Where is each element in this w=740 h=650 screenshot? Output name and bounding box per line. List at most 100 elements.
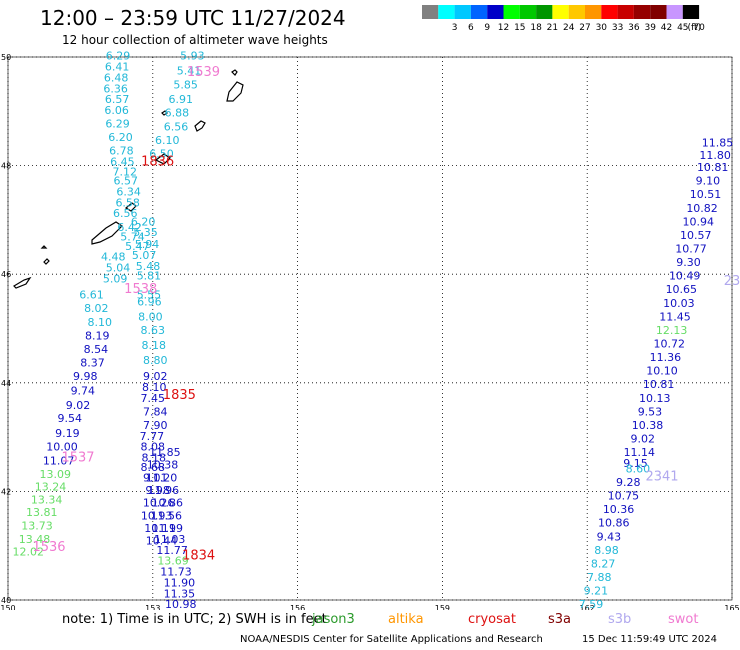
wave-height-value: 11.07 (43, 454, 75, 467)
coastline (161, 110, 168, 116)
legend-swatch (568, 5, 585, 19)
legend-label: 18 (530, 23, 542, 33)
pass-time-label: 1835 (163, 388, 196, 403)
wave-height-value: 10.81 (697, 161, 729, 174)
wave-height-value: 8.10 (142, 381, 167, 394)
wave-height-value: 5.93 (180, 50, 205, 63)
legend-label: 24 (563, 23, 575, 33)
wave-height-value: 7.88 (587, 571, 612, 584)
wave-height-value: 10.44 (146, 535, 178, 548)
wave-height-value: 10.94 (682, 215, 714, 228)
satellite-label-jason3: jason3 (312, 612, 355, 627)
wave-height-value: 13.69 (157, 555, 189, 568)
wave-height-value: 9.98 (145, 484, 170, 497)
pass-time-label: 23 (724, 274, 740, 289)
wave-height-value: 6.61 (79, 289, 104, 302)
wave-height-value: 10.36 (603, 503, 635, 516)
wave-height-value: 11.85 (702, 137, 734, 150)
wave-height-value: 6.96 (137, 296, 162, 309)
footer-timestamp: 15 Dec 11:59:49 UTC 2024 (582, 634, 717, 645)
page-subtitle: 12 hour collection of altimeter wave hei… (62, 33, 328, 47)
latitude-tick-label: 44 (1, 379, 11, 388)
wave-height-value: 7.59 (579, 598, 604, 610)
wave-height-value: 10.03 (663, 297, 695, 310)
wave-height-value: 9.02 (66, 399, 91, 412)
wave-height-value: 5.35 (133, 226, 158, 239)
wave-height-value: 10.65 (666, 283, 698, 296)
wave-height-value: 9.28 (616, 476, 641, 489)
wave-height-value: 10.75 (608, 490, 640, 503)
coastline (124, 202, 137, 212)
wave-height-value: 9.02 (630, 433, 655, 446)
wave-height-value: 10.82 (686, 202, 718, 215)
wave-height-value: 9.10 (696, 175, 721, 188)
wave-height-value: 8.27 (591, 557, 616, 570)
wave-height-value: 6.58 (115, 196, 140, 209)
wave-height-value: 11.80 (699, 149, 731, 162)
legend-label: 30 (596, 23, 608, 33)
wave-height-value: 12.13 (656, 324, 688, 337)
longitude-tick-label: 153 (145, 604, 160, 610)
coastline (194, 120, 206, 132)
legend-label: 45 (677, 23, 688, 33)
wave-height-value: 9.30 (676, 256, 701, 269)
legend-unit: (ft) (688, 23, 702, 33)
coastline (40, 245, 48, 249)
longitude-tick-label: 165 (724, 604, 739, 610)
wave-height-value: 6.48 (104, 71, 129, 84)
coastline (43, 258, 50, 265)
legend-swatch (552, 5, 569, 19)
wave-height-value: 8.08 (141, 441, 166, 454)
wave-height-value: 10.93 (141, 510, 173, 523)
latitude-tick-label: 48 (1, 162, 11, 171)
legend-swatch (536, 5, 553, 19)
wave-height-value: 6.36 (103, 82, 128, 95)
wave-height-value: 8.10 (87, 316, 112, 329)
wave-height-value: 9.98 (73, 370, 98, 383)
longitude-tick-label: 162 (580, 604, 595, 610)
coastline (91, 221, 123, 245)
wave-height-value: 11.45 (659, 310, 691, 323)
wave-height-value: 13.81 (26, 506, 58, 519)
legend-label: 6 (468, 23, 474, 33)
wave-height-value: 11.96 (148, 484, 180, 497)
legend-label: 39 (644, 23, 656, 33)
pass-time-label: 2341 (645, 470, 678, 485)
wave-height-value: 10.11 (144, 522, 176, 535)
wave-height-value: 10.86 (152, 497, 184, 510)
wave-height-value: 8.54 (84, 343, 109, 356)
legend-label: 27 (579, 23, 590, 33)
wave-height-value: 6.34 (116, 185, 141, 198)
satellite-label-altika: altika (388, 612, 424, 627)
legend-label: 15 (514, 23, 525, 33)
wave-height-value: 12.02 (13, 545, 45, 558)
satellite-label-s3b: s3b (608, 612, 632, 627)
wave-height-value: 8.18 (142, 339, 167, 352)
wave-height-value: 9.01 (143, 472, 168, 485)
satellite-label-cryosat: cryosat (468, 612, 516, 627)
wave-height-value: 10.72 (654, 338, 686, 351)
legend-label: 9 (484, 23, 490, 33)
satellite-label-s3a: s3a (548, 612, 572, 627)
wave-height-value: 5.47 (125, 240, 150, 253)
footer-credit: NOAA/NESDIS Center for Satellite Applica… (240, 634, 543, 645)
wave-height-value: 9.02 (143, 370, 168, 383)
wave-height-value: 8.37 (80, 357, 105, 370)
pass-time-label: 1537 (61, 451, 94, 466)
longitude-tick-label: 150 (0, 604, 15, 610)
wave-height-value: 9.21 (584, 585, 609, 598)
legend-label: 70 (693, 23, 705, 33)
wave-height-value: 10.49 (669, 270, 701, 283)
wave-height-value: 7.77 (140, 430, 165, 443)
wave-height-value: 13.34 (31, 493, 63, 506)
pass-time-label: 1836 (141, 155, 174, 170)
wave-height-value: 5.85 (173, 78, 198, 91)
wave-height-value: 8.98 (594, 544, 619, 557)
wave-height-value: 7.12 (113, 165, 138, 178)
wave-height-value: 6.42 (117, 221, 142, 234)
map-frame (7, 56, 733, 601)
wave-height-value: 13.09 (40, 468, 72, 481)
legend-swatch (438, 5, 455, 19)
wave-height-legend: 3 6 9 12 15 18 21 24 27 30 33 36 39 42 45 70(ft) (422, 5, 705, 33)
